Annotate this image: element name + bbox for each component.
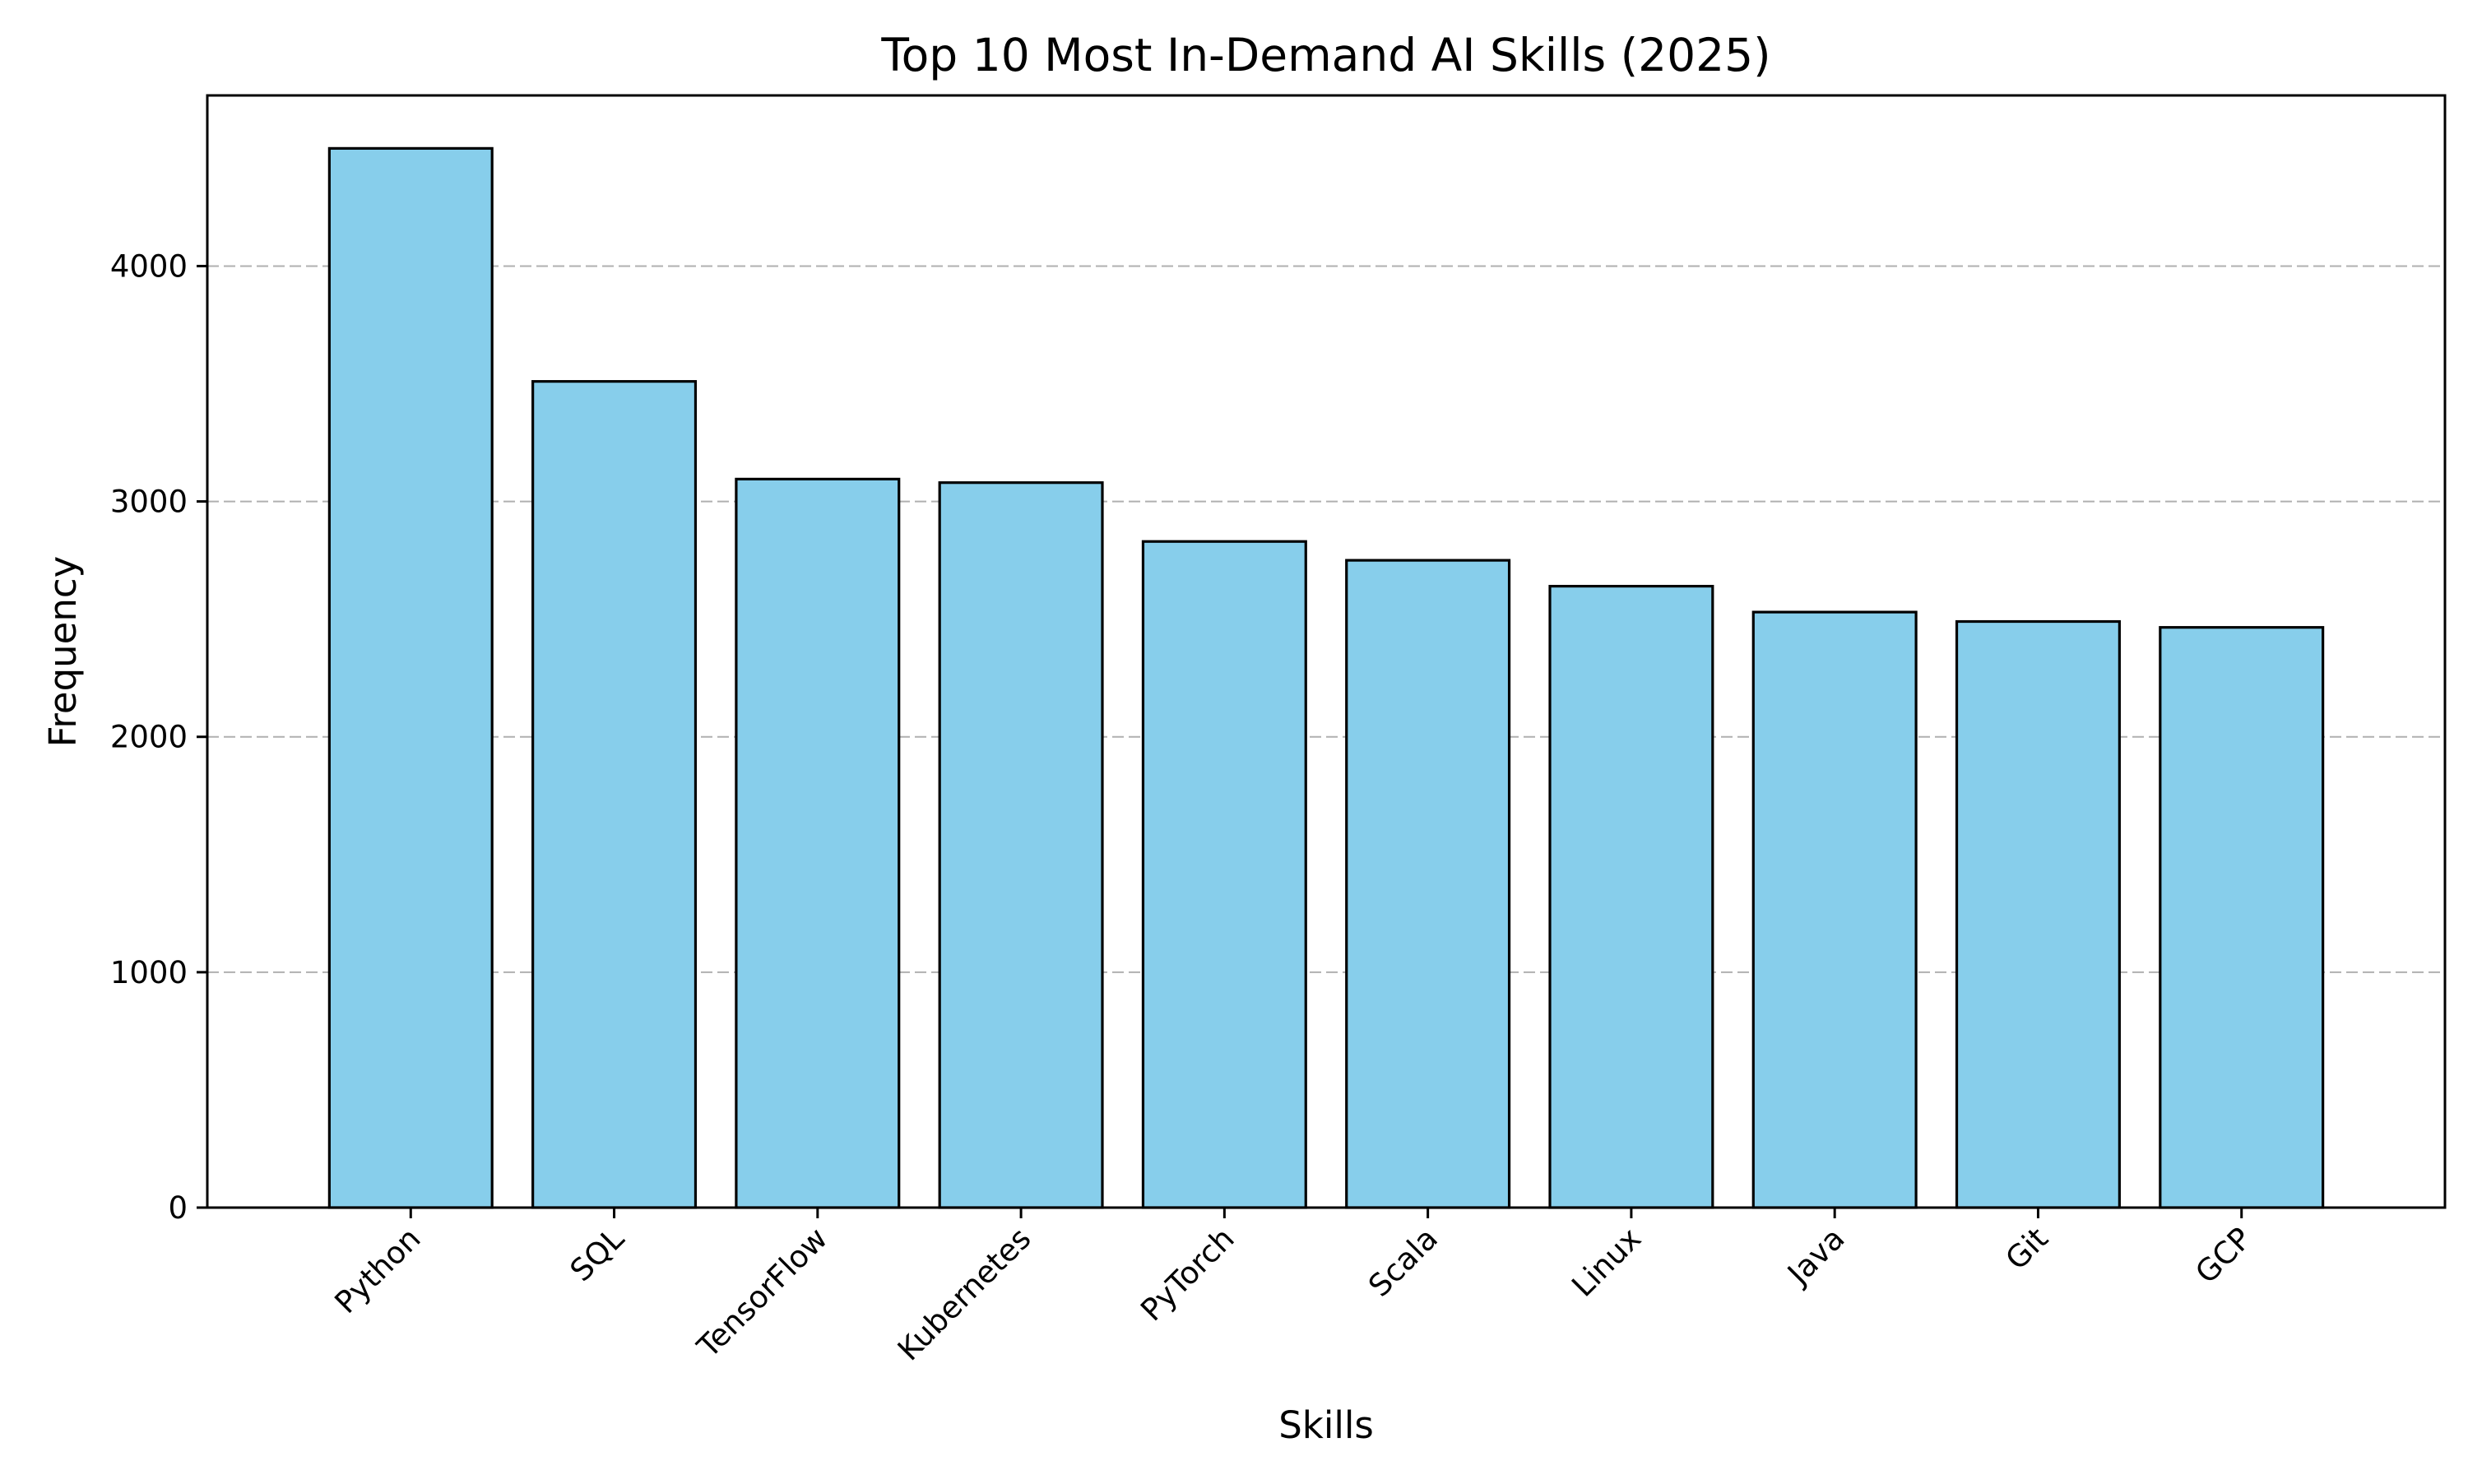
bars bbox=[327, 146, 2325, 1209]
x-tick-label: GCP bbox=[2188, 1221, 2258, 1291]
x-tick-label: Git bbox=[1999, 1221, 2055, 1277]
y-axis-label: Frequency bbox=[41, 556, 85, 747]
x-tick-label: SQL bbox=[564, 1221, 631, 1288]
bar-linux bbox=[1548, 584, 1714, 1209]
x-tick-label: TensorFlow bbox=[690, 1221, 834, 1365]
x-tick-label: Linux bbox=[1565, 1221, 1648, 1304]
x-axis-label: Skills bbox=[1278, 1403, 1374, 1447]
x-tick-label: Kubernetes bbox=[891, 1221, 1038, 1368]
y-tick-label: 3000 bbox=[110, 485, 188, 520]
bar-tensorflow bbox=[735, 477, 901, 1209]
bar-kubernetes bbox=[938, 481, 1104, 1209]
bar-git bbox=[1955, 619, 2121, 1209]
plot-area-frame bbox=[206, 94, 2447, 1209]
bar-java bbox=[1751, 610, 1918, 1209]
x-tick-label: Python bbox=[328, 1221, 428, 1320]
bar-scala bbox=[1345, 559, 1511, 1209]
y-tick-label: 2000 bbox=[110, 720, 188, 755]
y-tick-label: 1000 bbox=[110, 955, 188, 990]
bar-pytorch bbox=[1141, 540, 1307, 1209]
bar-python bbox=[327, 146, 494, 1209]
x-tick-label: Scala bbox=[1362, 1221, 1445, 1304]
x-axis-ticks: Python SQL TensorFlow Kubernetes PyTorch Scal… bbox=[328, 1208, 2258, 1368]
y-tick-label: 0 bbox=[168, 1190, 188, 1226]
chart-title: Top 10 Most In-Demand AI Skills (2025) bbox=[880, 29, 1770, 81]
x-tick-label: Java bbox=[1779, 1221, 1851, 1292]
x-tick-label: PyTorch bbox=[1134, 1221, 1241, 1328]
bar-gcp bbox=[2159, 626, 2325, 1209]
bar-sql bbox=[531, 380, 698, 1209]
y-tick-label: 4000 bbox=[110, 248, 188, 284]
y-axis-ticks: 0 1000 2000 3000 4000 bbox=[110, 248, 207, 1226]
